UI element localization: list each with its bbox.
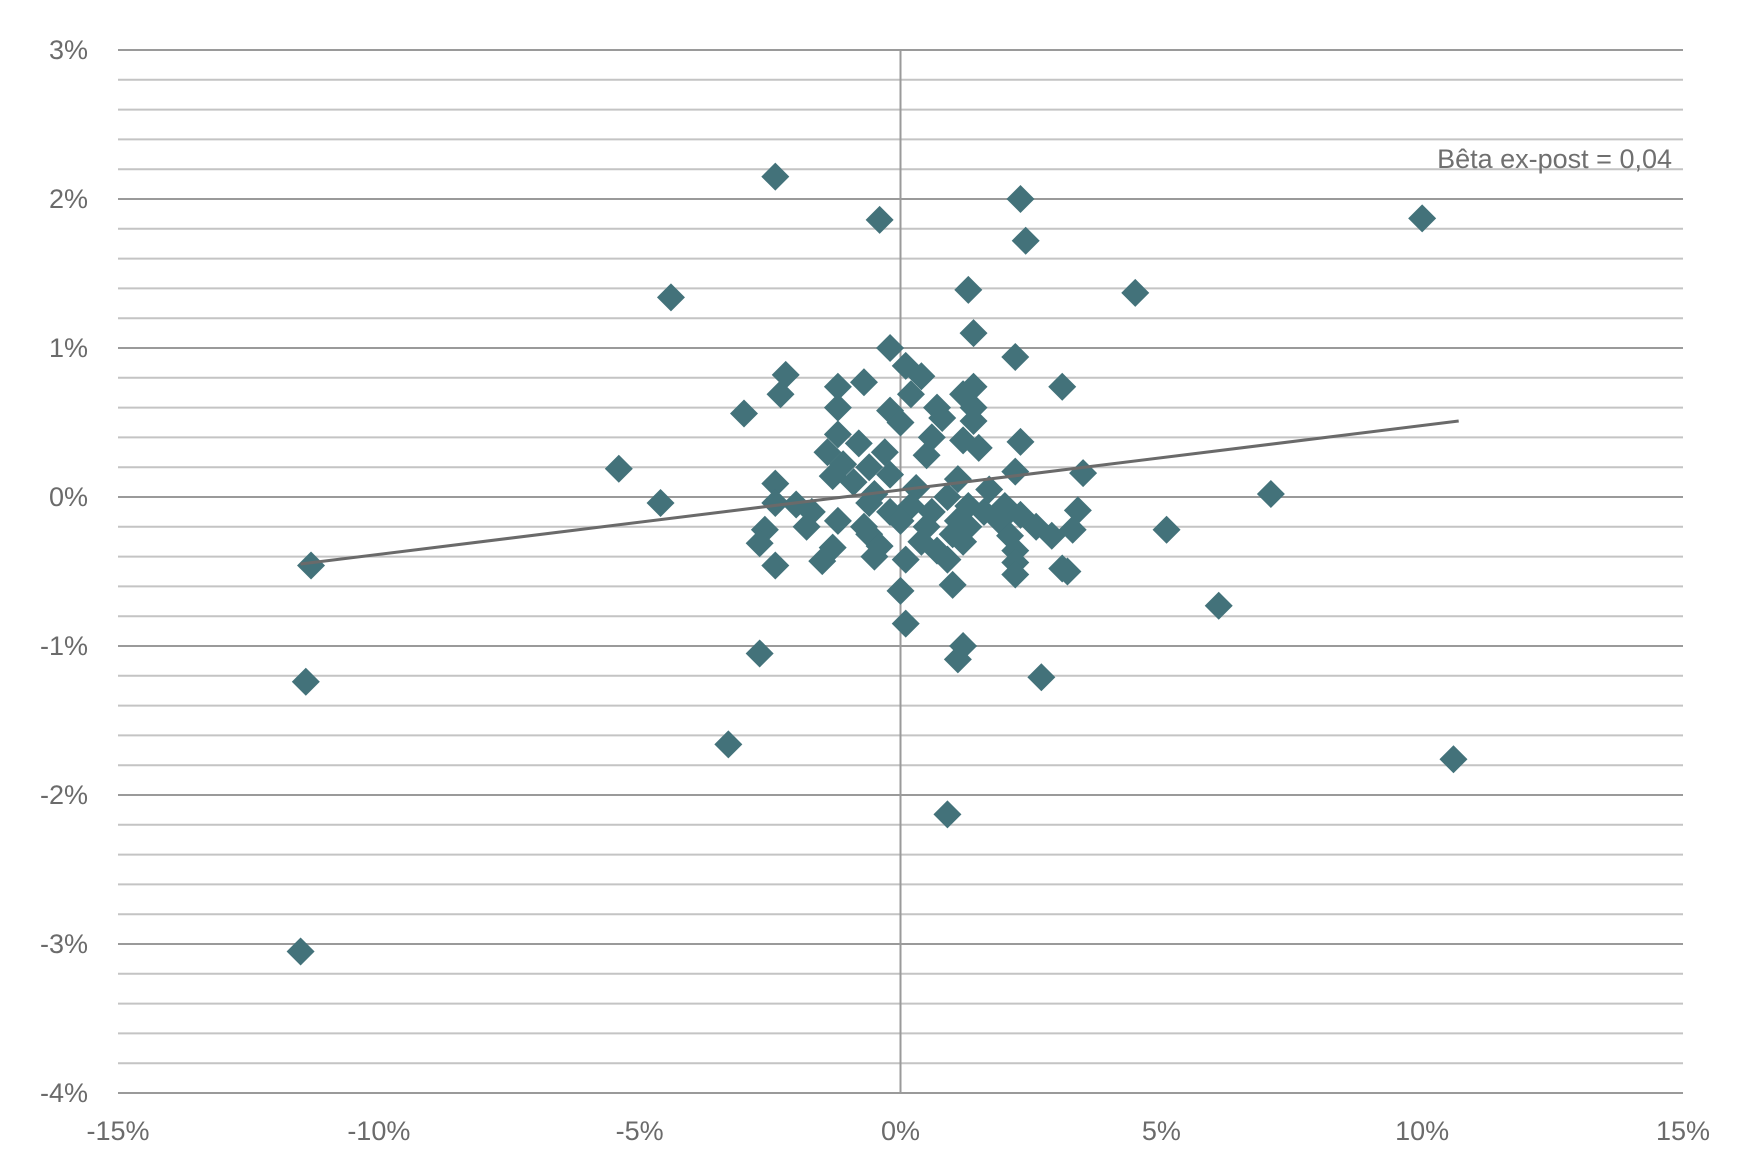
data-point: [891, 609, 920, 638]
data-point: [745, 639, 774, 668]
data-point: [969, 497, 998, 526]
data-point: [1006, 185, 1035, 213]
data-point: [917, 497, 946, 526]
data-point: [1011, 226, 1040, 255]
x-tick-label: 5%: [1142, 1116, 1181, 1146]
x-tick-label: 0%: [881, 1116, 920, 1146]
data-point: [943, 645, 972, 674]
data-point: [1048, 372, 1077, 401]
data-point: [844, 429, 873, 458]
data-point: [865, 205, 894, 234]
data-point: [949, 527, 978, 556]
data-point: [1439, 745, 1468, 774]
data-point: [891, 545, 920, 574]
data-point: [1006, 427, 1035, 456]
data-point: [646, 488, 675, 517]
data-point: [297, 551, 326, 580]
data-point: [886, 408, 915, 437]
data-point: [933, 545, 962, 574]
data-points: [286, 162, 1468, 966]
data-point: [996, 521, 1025, 550]
data-point: [656, 283, 685, 312]
data-point: [876, 497, 905, 526]
y-tick-label: 3%: [49, 35, 88, 65]
trend-line: [300, 419, 1459, 566]
data-point: [959, 319, 988, 348]
data-point: [761, 469, 790, 498]
data-point: [1204, 591, 1233, 620]
beta-annotation: Bêta ex-post = 0,04: [1437, 144, 1672, 174]
data-point: [1027, 663, 1056, 692]
data-point: [1001, 457, 1030, 486]
y-tick-labels: 3% 2% 1% 0% -1% -2% -3% -4%: [40, 35, 88, 1108]
data-point: [855, 453, 884, 482]
data-point: [745, 529, 774, 558]
data-point: [954, 275, 983, 304]
x-tick-label: -15%: [86, 1116, 149, 1146]
data-point: [886, 576, 915, 605]
data-point: [1408, 204, 1437, 233]
data-point: [933, 800, 962, 829]
data-point: [907, 362, 936, 391]
data-point: [823, 372, 852, 401]
data-point: [886, 506, 915, 535]
data-point: [938, 570, 967, 599]
y-tick-label: -3%: [40, 929, 88, 959]
y-tick-label: -1%: [40, 631, 88, 661]
data-point: [928, 404, 957, 433]
data-point: [1069, 459, 1098, 488]
y-tick-label: 1%: [49, 333, 88, 363]
data-point: [797, 497, 826, 526]
data-point: [943, 465, 972, 494]
data-point: [849, 368, 878, 397]
data-point: [808, 547, 837, 576]
data-point: [912, 441, 941, 470]
data-point: [286, 937, 315, 966]
data-point: [761, 551, 790, 580]
y-tick-label: -2%: [40, 780, 88, 810]
y-tick-label: -4%: [40, 1078, 88, 1108]
data-point: [1121, 278, 1150, 307]
data-point: [823, 420, 852, 449]
data-point: [896, 380, 925, 409]
data-point: [1037, 521, 1066, 550]
data-point: [761, 488, 790, 517]
data-point: [1063, 496, 1092, 525]
data-point: [964, 433, 993, 462]
data-point: [1256, 480, 1285, 509]
data-point: [766, 380, 795, 409]
data-point: [876, 460, 905, 489]
data-point: [975, 475, 1004, 504]
data-point: [761, 162, 790, 191]
data-point: [823, 393, 852, 422]
data-point: [771, 360, 800, 389]
x-tick-label: -10%: [347, 1116, 410, 1146]
data-point: [1152, 515, 1181, 544]
data-point: [1053, 557, 1082, 586]
data-point: [876, 334, 905, 362]
data-point: [959, 407, 988, 436]
data-point: [291, 667, 320, 696]
data-point: [818, 462, 847, 491]
data-point: [730, 399, 758, 428]
y-tick-label: 2%: [49, 184, 88, 214]
data-point: [1058, 515, 1087, 544]
data-point: [839, 468, 868, 497]
y-tick-label: 0%: [49, 482, 88, 512]
x-tick-label: -5%: [616, 1116, 664, 1146]
x-tick-labels: -15% -10% -5% 0% 5% 10% 15%: [86, 1116, 1710, 1146]
data-point: [1001, 560, 1030, 589]
data-point: [604, 454, 633, 483]
x-tick-label: 15%: [1656, 1116, 1710, 1146]
data-point: [870, 438, 899, 467]
data-point: [792, 512, 821, 541]
data-point: [1001, 342, 1030, 371]
data-point: [933, 483, 962, 511]
data-point: [860, 542, 889, 571]
data-point: [714, 730, 743, 759]
data-point: [823, 506, 852, 535]
x-tick-label: 10%: [1395, 1116, 1449, 1146]
